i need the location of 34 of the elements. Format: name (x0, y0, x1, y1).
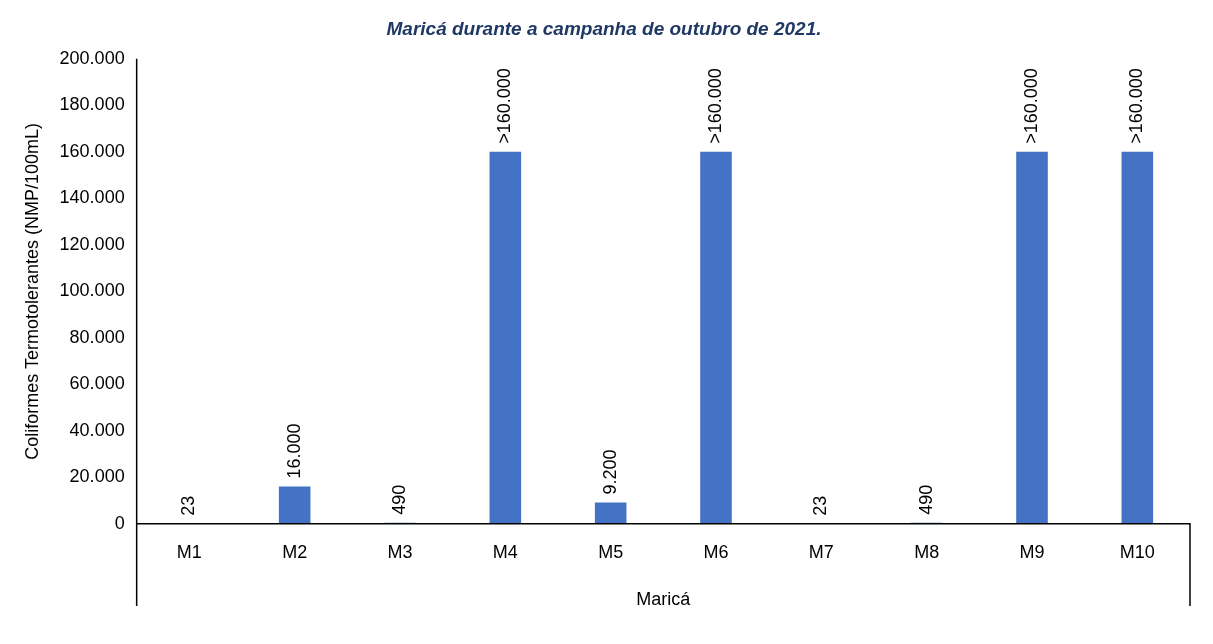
data-label: 23 (178, 495, 199, 516)
data-label: >160.000 (494, 68, 515, 144)
data-label: >160.000 (1020, 68, 1041, 144)
x-tick-label: M1 (176, 541, 202, 562)
y-tick-label: 80.000 (69, 326, 125, 347)
y-tick-label: 120.000 (59, 233, 125, 254)
y-tick-label: 60.000 (69, 373, 125, 394)
data-label: 9.200 (599, 449, 620, 495)
chart-title: Maricá durante a campanha de outubro de 2021. (386, 17, 822, 39)
x-tick-label: M8 (914, 541, 940, 562)
y-tick-label: 160.000 (59, 140, 125, 161)
data-label: 23 (810, 495, 831, 516)
x-tick-label: M3 (387, 541, 413, 562)
x-axis-title: Maricá (636, 589, 692, 610)
data-label: 490 (915, 484, 936, 515)
data-label: 16.000 (283, 423, 304, 479)
y-tick-label: 100.000 (59, 280, 125, 301)
y-tick-label: 0 (114, 512, 125, 533)
y-tick-label: 20.000 (69, 466, 125, 487)
y-tick-label: 180.000 (59, 94, 125, 115)
x-tick-label: M5 (598, 541, 624, 562)
x-tick-label: M10 (1119, 541, 1155, 562)
y-tick-label: 40.000 (69, 419, 125, 440)
x-tick-label: M9 (1019, 541, 1045, 562)
data-label: 490 (388, 484, 409, 515)
y-tick-label: 200.000 (59, 47, 125, 68)
x-tick-label: M7 (808, 541, 834, 562)
x-tick-label: M2 (282, 541, 308, 562)
data-label: >160.000 (704, 68, 725, 144)
data-label: >160.000 (1126, 68, 1147, 144)
x-tick-label: M6 (703, 541, 729, 562)
y-axis-title: Coliformes Termotolerantes (NMP/100mL) (21, 122, 42, 460)
x-tick-label: M4 (492, 541, 518, 562)
y-tick-label: 140.000 (59, 187, 125, 208)
